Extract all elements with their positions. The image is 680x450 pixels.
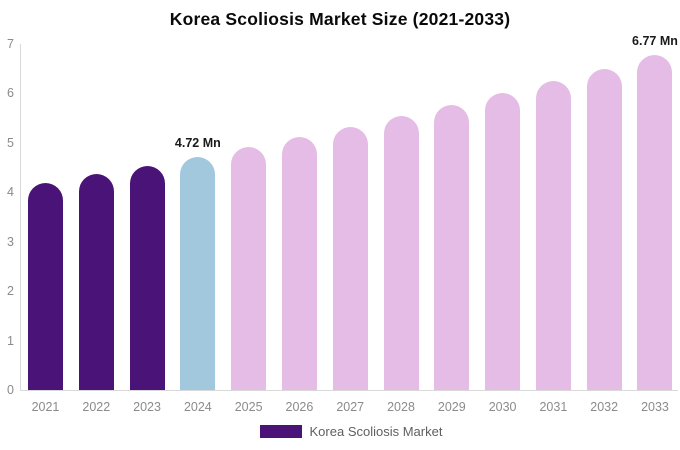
bar-2028[interactable] xyxy=(383,116,419,390)
x-label-2024: 2024 xyxy=(183,400,212,414)
bar-2022[interactable] xyxy=(78,174,114,390)
legend-item[interactable]: Korea Scoliosis Market xyxy=(11,424,680,439)
x-label-2025: 2025 xyxy=(234,400,263,414)
bar-2023[interactable] xyxy=(129,166,165,390)
bar-2025[interactable] xyxy=(231,147,267,390)
x-label-2023: 2023 xyxy=(133,400,161,414)
legend-swatch xyxy=(259,425,302,438)
bar-2033[interactable] xyxy=(637,55,673,390)
x-label-2026: 2026 xyxy=(285,400,314,414)
y-tick-5: 5 xyxy=(7,135,14,150)
y-tick-1: 1 xyxy=(7,333,14,348)
bar-2024[interactable] xyxy=(180,156,216,390)
data-label-2024: 4.72 Mn xyxy=(174,135,221,150)
bar-2026[interactable] xyxy=(281,137,317,390)
y-tick-6: 6 xyxy=(7,86,14,101)
x-axis-line xyxy=(20,390,678,391)
y-tick-7: 7 xyxy=(7,37,14,51)
x-label-2032: 2032 xyxy=(590,400,619,414)
y-tick-0: 0 xyxy=(7,383,14,397)
x-label-2028: 2028 xyxy=(387,400,415,414)
y-tick-2: 2 xyxy=(7,284,14,299)
x-label-2030: 2030 xyxy=(488,400,517,414)
bar-2031[interactable] xyxy=(535,81,571,390)
bar-2032[interactable] xyxy=(586,68,622,390)
bar-2029[interactable] xyxy=(434,104,470,390)
data-label-2033: 6.77 Mn xyxy=(632,34,678,49)
x-label-2027: 2027 xyxy=(336,400,365,414)
x-label-2033: 2033 xyxy=(641,400,669,414)
x-label-2029: 2029 xyxy=(437,400,466,414)
legend-label: Korea Scoliosis Market xyxy=(309,424,443,439)
y-axis-line xyxy=(20,44,21,390)
y-tick-4: 4 xyxy=(7,185,14,200)
x-label-2022: 2022 xyxy=(82,400,111,414)
x-label-2031: 2031 xyxy=(539,400,568,414)
chart-title: Korea Scoliosis Market Size (2021-2033) xyxy=(169,9,511,29)
bar-2030[interactable] xyxy=(485,93,521,390)
y-tick-3: 3 xyxy=(7,234,14,249)
x-label-2021: 2021 xyxy=(31,400,60,414)
bar-2021[interactable] xyxy=(28,182,63,390)
bar-2027[interactable] xyxy=(332,127,368,390)
